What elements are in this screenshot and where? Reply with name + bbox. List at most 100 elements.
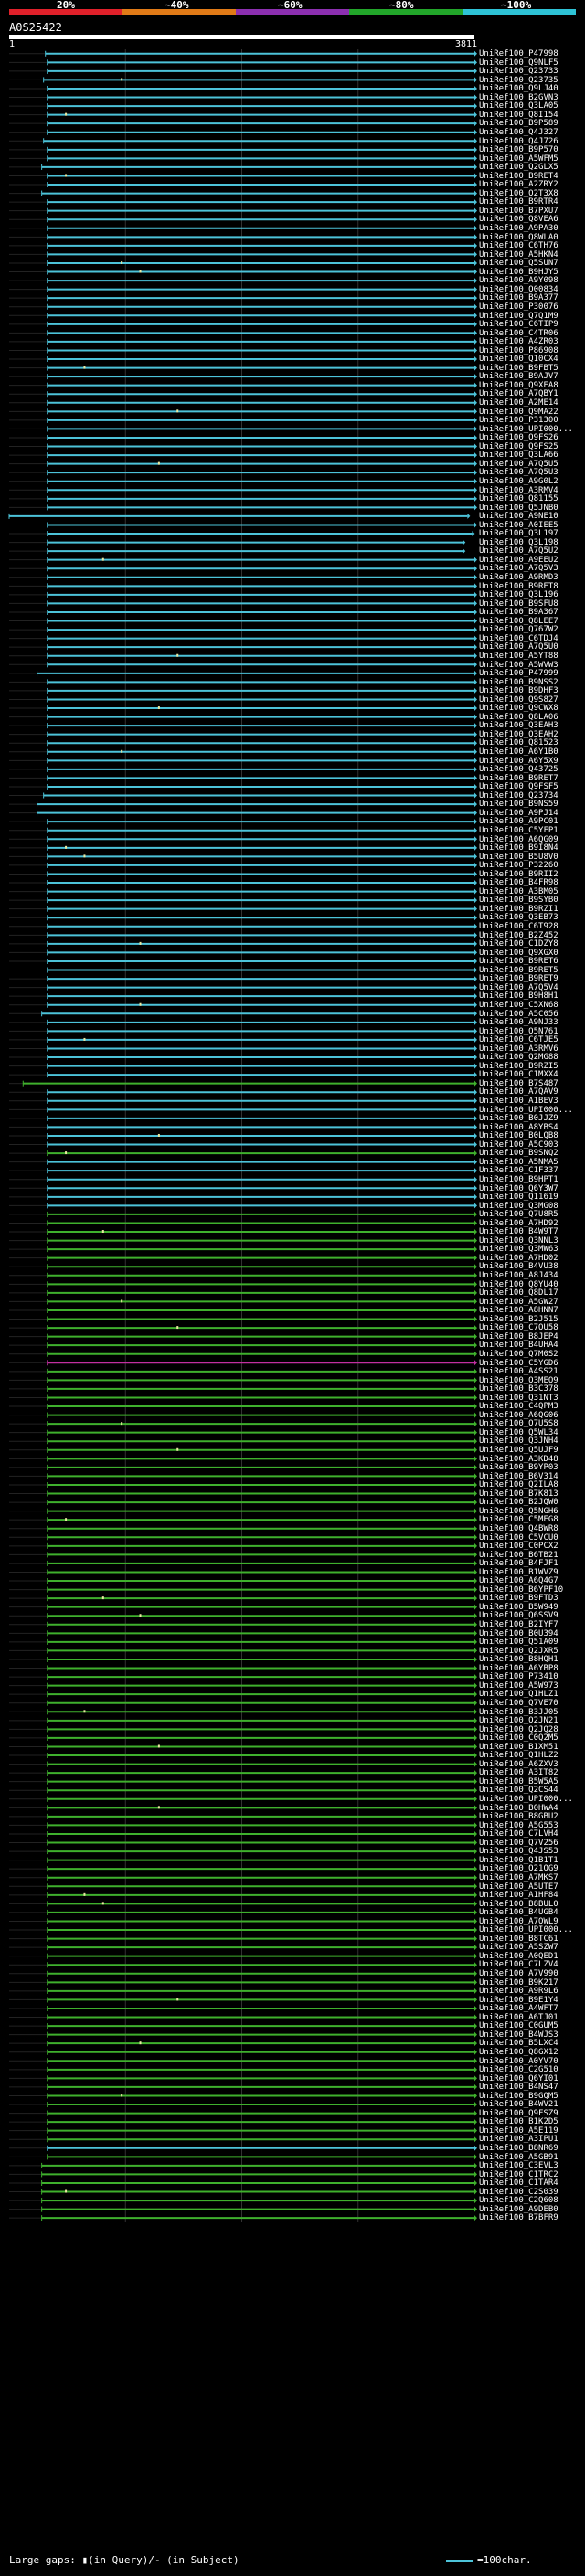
hit-label[interactable]: UniRef100_B9A377 [479,293,558,303]
hit-label[interactable]: UniRef100_Q3LA05 [479,101,558,111]
hit-label[interactable]: UniRef100_Q21QG9 [479,1864,558,1874]
hit-label[interactable]: UniRef100_Q9S827 [479,694,558,705]
hit-label[interactable]: UniRef100_B9RII2 [479,869,558,879]
hit-label[interactable]: UniRef100_Q8WLA0 [479,232,558,242]
hit-label[interactable]: UniRef100_B5LXC4 [479,2039,558,2049]
hit-label[interactable]: UniRef100_B8BUL0 [479,1899,558,1909]
hit-label[interactable]: UniRef100_Q6Y3W7 [479,1183,558,1193]
hit-label[interactable]: UniRef100_B9DHF3 [479,686,558,696]
hit-label[interactable]: UniRef100_Q9NLF5 [479,58,558,68]
hit-label[interactable]: UniRef100_C2S039 [479,2187,558,2197]
hit-label[interactable]: UniRef100_B1WVZ9 [479,1567,558,1577]
hit-label[interactable]: UniRef100_Q4J726 [479,136,558,146]
hit-label[interactable]: UniRef100_A1HF84 [479,1891,558,1901]
hit-label[interactable]: UniRef100_A7QWL9 [479,1916,558,1926]
hit-label[interactable]: UniRef100_A5YT88 [479,651,558,661]
hit-label[interactable]: UniRef100_Q6SSV9 [479,1611,558,1621]
hit-label[interactable]: UniRef100_A9PJ14 [479,808,558,818]
hit-label[interactable]: UniRef100_Q4JS53 [479,1847,558,1857]
hit-label[interactable]: UniRef100_Q81155 [479,494,558,504]
hit-label[interactable]: UniRef100_A3BM05 [479,886,558,896]
hit-label[interactable]: UniRef100_Q9CWX8 [479,704,558,714]
hit-label[interactable]: UniRef100_Q3MW63 [479,1245,558,1255]
hit-label[interactable]: UniRef100_A2ZRY2 [479,180,558,190]
hit-label[interactable]: UniRef100_A7Q5U2 [479,546,558,557]
hit-label[interactable]: UniRef100_Q5JNB0 [479,503,558,513]
hit-label[interactable]: UniRef100_A7V990 [479,1969,558,1978]
hit-label[interactable]: UniRef100_B5W5A5 [479,1776,558,1786]
hit-label[interactable]: UniRef100_B0LQB8 [479,1131,558,1141]
hit-label[interactable]: UniRef100_C5XN68 [479,1000,558,1010]
hit-label[interactable]: UniRef100_B9GQM5 [479,2091,558,2101]
hit-label[interactable]: UniRef100_C6TJE5 [479,1035,558,1045]
hit-label[interactable]: UniRef100_P86908 [479,345,558,355]
hit-label[interactable]: UniRef100_Q81523 [479,738,558,748]
hit-label[interactable]: UniRef100_Q2MG88 [479,1053,558,1063]
hit-label[interactable]: UniRef100_A9Y098 [479,276,558,286]
hit-label[interactable]: UniRef100_UPI000... [479,1105,573,1115]
hit-label[interactable]: UniRef100_B9K217 [479,1977,558,1988]
hit-label[interactable]: UniRef100_Q6YI01 [479,2073,558,2083]
hit-label[interactable]: UniRef100_A5NMA5 [479,1157,558,1167]
hit-label[interactable]: UniRef100_Q2T3X8 [479,188,558,198]
hit-label[interactable]: UniRef100_B8HQH1 [479,1655,558,1665]
hit-label[interactable]: UniRef100_Q2JN21 [479,1716,558,1726]
hit-label[interactable]: UniRef100_A4ZR03 [479,337,558,347]
hit-label[interactable]: UniRef100_C1F337 [479,1166,558,1176]
hit-label[interactable]: UniRef100_P47998 [479,49,558,58]
hit-label[interactable]: UniRef100_Q9FS25 [479,441,558,451]
hit-label[interactable]: UniRef100_A3IPU1 [479,2135,558,2145]
hit-label[interactable]: UniRef100_Q3EAH3 [479,721,558,731]
hit-label[interactable]: UniRef100_A9G0L2 [479,476,558,486]
hit-label[interactable]: UniRef100_C1DZY8 [479,939,558,949]
hit-label[interactable]: UniRef100_B2GVN3 [479,92,558,102]
hit-label[interactable]: UniRef100_Q7Q1M9 [479,311,558,321]
hit-label[interactable]: UniRef100_C7LVH4 [479,1829,558,1839]
hit-label[interactable]: UniRef100_Q8VEA6 [479,215,558,225]
hit-label[interactable]: UniRef100_B4W9T7 [479,1227,558,1237]
hit-label[interactable]: UniRef100_Q51A09 [479,1638,558,1648]
hit-label[interactable]: UniRef100_Q2JQ28 [479,1724,558,1734]
hit-label[interactable]: UniRef100_A4SS21 [479,1367,558,1377]
hit-label[interactable]: UniRef100_P31300 [479,416,558,426]
hit-label[interactable]: UniRef100_Q8DL17 [479,1288,558,1299]
hit-label[interactable]: UniRef100_B8GBU2 [479,1812,558,1822]
hit-label[interactable]: UniRef100_B2J515 [479,1314,558,1324]
hit-label[interactable]: UniRef100_Q7U8R5 [479,1210,558,1220]
hit-label[interactable]: UniRef100_C6TH76 [479,241,558,251]
hit-label[interactable]: UniRef100_A6TJ01 [479,2012,558,2022]
hit-label[interactable]: UniRef100_Q8YU40 [479,1279,558,1289]
hit-label[interactable]: UniRef100_A3RMV6 [479,1044,558,1054]
hit-label[interactable]: UniRef100_Q9LJ40 [479,84,558,94]
hit-label[interactable]: UniRef100_B7S487 [479,1078,558,1088]
hit-label[interactable]: UniRef100_B1K2D5 [479,2117,558,2127]
hit-label[interactable]: UniRef100_C7LZV4 [479,1960,558,1970]
hit-label[interactable]: UniRef100_C3EVL3 [479,2161,558,2171]
hit-label[interactable]: UniRef100_C6TDJ4 [479,633,558,643]
hit-label[interactable]: UniRef100_C2Q608 [479,2196,558,2206]
hit-label[interactable]: UniRef100_A9PA30 [479,224,558,233]
hit-label[interactable]: UniRef100_Q8LEE7 [479,616,558,626]
hit-label[interactable]: UniRef100_A5HKN4 [479,249,558,260]
hit-label[interactable]: UniRef100_P73410 [479,1672,558,1682]
hit-label[interactable]: UniRef100_Q2CS44 [479,1786,558,1796]
hit-label[interactable]: UniRef100_Q3EB73 [479,913,558,923]
hit-label[interactable]: UniRef100_B6V314 [479,1471,558,1481]
hit-label[interactable]: UniRef100_Q10CX4 [479,355,558,365]
hit-label[interactable]: UniRef100_Q3L198 [479,537,558,547]
hit-label[interactable]: UniRef100_C1MXX4 [479,1070,558,1080]
hit-label[interactable]: UniRef100_UPI000... [479,1795,573,1804]
hit-label[interactable]: UniRef100_B9NSS2 [479,677,558,687]
hit-label[interactable]: UniRef100_B4FR98 [479,878,558,888]
hit-label[interactable]: UniRef100_A7QAV9 [479,1087,558,1097]
hit-label[interactable]: UniRef100_Q9XEA8 [479,380,558,390]
hit-label[interactable]: UniRef100_Q3MEQ9 [479,1375,558,1385]
hit-label[interactable]: UniRef100_Q8GX12 [479,2047,558,2057]
hit-label[interactable]: UniRef100_B8NR69 [479,2144,558,2153]
hit-label[interactable]: UniRef100_B6YPF10 [479,1585,564,1595]
hit-label[interactable]: UniRef100_Q5NGH6 [479,1506,558,1516]
hit-label[interactable]: UniRef100_Q8LA06 [479,712,558,722]
hit-label[interactable]: UniRef100_B5W949 [479,1602,558,1612]
hit-label[interactable]: UniRef100_B9RTR4 [479,197,558,207]
hit-label[interactable]: UniRef100_UPI000... [479,424,573,434]
